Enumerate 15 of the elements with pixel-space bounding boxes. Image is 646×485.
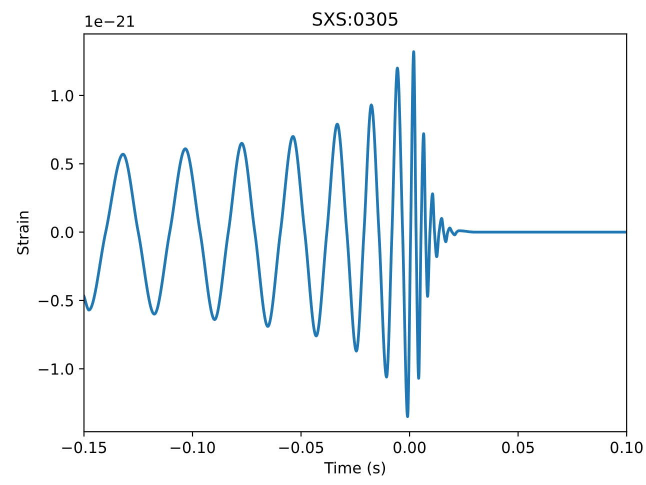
y-tick-label: 0.0: [50, 226, 74, 238]
x-tick-label: −0.05: [279, 442, 324, 454]
y-axis-title: Strain: [16, 211, 29, 254]
y-tick-label: 0.5: [50, 158, 73, 170]
y-tick-label: −1.0: [38, 363, 74, 375]
chart-title: SXS:0305: [312, 12, 398, 26]
x-axis-title: Time (s): [324, 462, 386, 476]
text: 1e−21: [86, 15, 134, 28]
x-tick-label: 0.10: [610, 442, 643, 454]
x-tick-label: 0.00: [394, 442, 426, 454]
x-tick-label: −0.10: [170, 442, 215, 454]
x-tick-label: 0.05: [502, 442, 534, 454]
y-tick-label: 1.0: [52, 90, 74, 102]
x-tick-label: −0.15: [62, 442, 106, 454]
y-tick-label: −0.5: [38, 294, 73, 306]
